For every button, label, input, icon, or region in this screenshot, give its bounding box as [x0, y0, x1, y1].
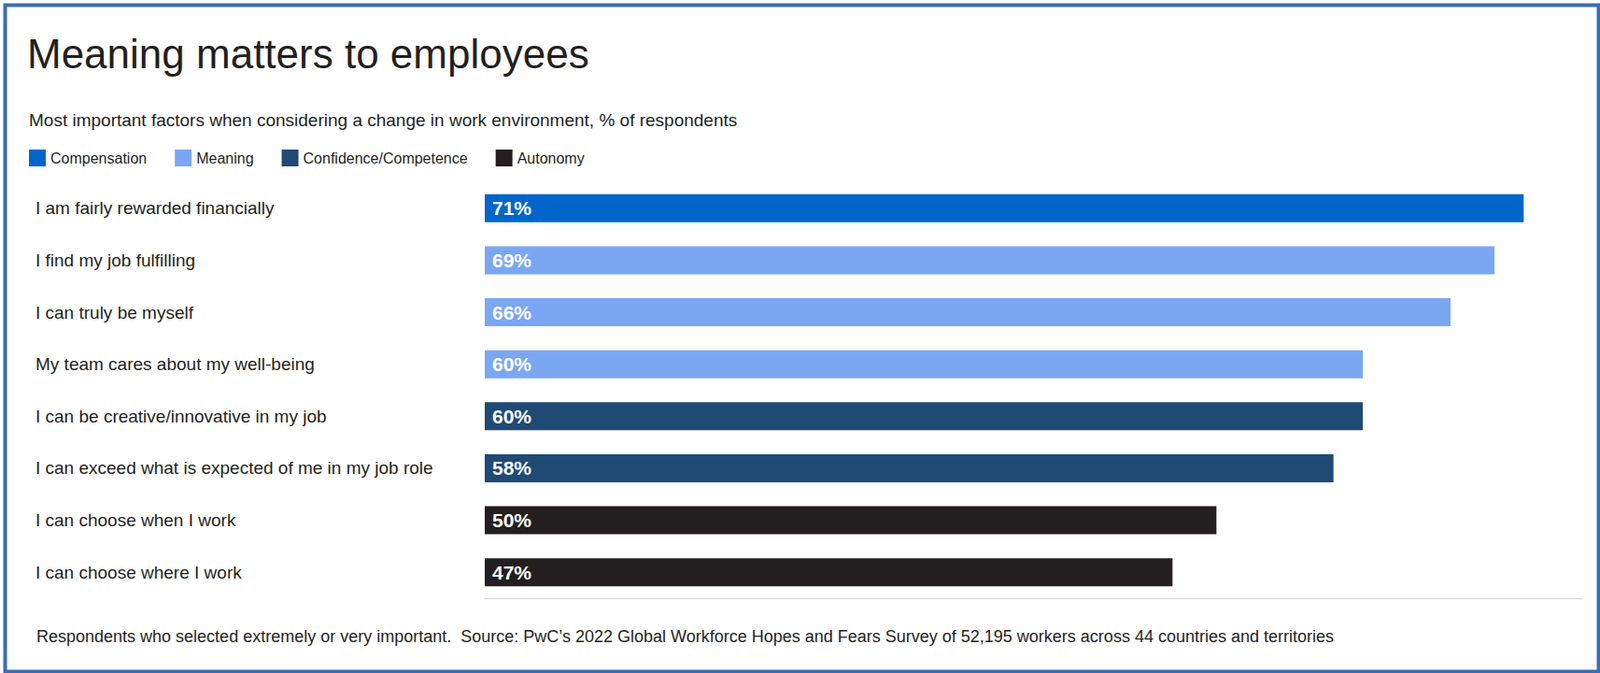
svg-text:Meaning: Meaning [196, 150, 254, 167]
svg-text:I can truly be myself: I can truly be myself [35, 302, 195, 323]
svg-text:60%: 60% [492, 405, 532, 427]
svg-text:Compensation: Compensation [50, 150, 147, 167]
svg-text:Respondents who selected extre: Respondents who selected extremely or ve… [36, 626, 1334, 646]
svg-text:My team cares about my well-be: My team cares about my well-being [35, 353, 315, 374]
svg-text:Confidence/Competence: Confidence/Competence [303, 150, 468, 167]
svg-text:I can choose where I work: I can choose where I work [35, 562, 242, 582]
svg-text:69%: 69% [492, 249, 532, 271]
svg-text:60%: 60% [492, 353, 532, 375]
svg-text:47%: 47% [492, 561, 532, 583]
svg-text:I can be creative/innovative i: I can be creative/innovative in my job [35, 406, 327, 426]
svg-text:Most important factors when co: Most important factors when considering … [28, 110, 737, 130]
svg-text:Autonomy: Autonomy [517, 150, 585, 167]
svg-text:I can exceed what is expected: I can exceed what is expected of me in m… [35, 457, 434, 478]
svg-text:50%: 50% [492, 509, 532, 531]
svg-text:71%: 71% [492, 197, 532, 219]
svg-text:66%: 66% [492, 301, 532, 324]
svg-text:Meaning matters to employees: Meaning matters to employees [27, 30, 590, 77]
svg-text:I am fairly rewarded financial: I am fairly rewarded financially [35, 198, 275, 218]
svg-text:I can choose when I work: I can choose when I work [35, 509, 237, 530]
svg-text:I find my job fulfilling: I find my job fulfilling [35, 250, 196, 270]
svg-text:58%: 58% [492, 456, 532, 479]
